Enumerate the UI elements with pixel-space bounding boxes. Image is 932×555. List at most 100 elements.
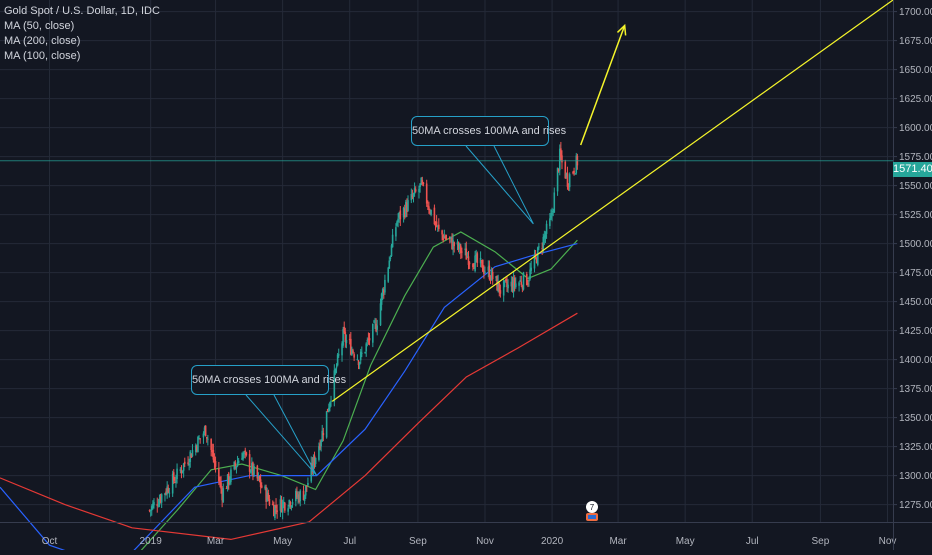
candle (502, 277, 505, 302)
candle (342, 326, 344, 348)
candle (488, 260, 491, 281)
candle (387, 266, 390, 283)
candle (568, 172, 571, 192)
candle-body (199, 438, 201, 440)
candle-body (458, 243, 461, 249)
candle-body (352, 350, 354, 353)
candle (527, 279, 529, 288)
candle-body (149, 509, 152, 511)
candle-body (344, 331, 347, 343)
candle (267, 489, 270, 502)
candle-body (295, 490, 297, 502)
candle (489, 275, 492, 284)
candle (359, 348, 362, 364)
candle (434, 221, 437, 231)
candle (391, 228, 394, 248)
candle-body (510, 281, 513, 287)
candle-body (484, 271, 486, 273)
candle (150, 504, 153, 516)
candle-body (330, 400, 332, 402)
candle-body (513, 277, 516, 286)
candle (395, 223, 397, 241)
candle (303, 494, 306, 505)
candle-body (487, 266, 490, 271)
candle (284, 502, 286, 513)
candle-body (387, 267, 390, 282)
candle (242, 451, 244, 462)
candle (304, 485, 307, 499)
candle-body (468, 262, 471, 264)
candle (557, 168, 560, 173)
candle (330, 395, 332, 407)
candle (253, 463, 255, 478)
candle (418, 185, 420, 199)
symbol-title[interactable]: Gold Spot / U.S. Dollar, 1D, IDC (4, 5, 160, 17)
candle-body (373, 321, 375, 323)
annotation-callout[interactable]: 50MA crosses 100MA and rises (191, 365, 346, 395)
candle (459, 243, 462, 260)
candle (227, 471, 230, 490)
candle-body (196, 446, 198, 451)
candle (237, 457, 240, 464)
candle-body (448, 236, 451, 239)
candle (364, 351, 366, 354)
candle-body (368, 338, 371, 341)
candle (180, 465, 183, 479)
candle (390, 243, 393, 258)
candle-body (379, 303, 382, 326)
candle-body (365, 343, 368, 352)
candle-body (443, 236, 446, 239)
candle-body (536, 247, 539, 265)
x-tick-label: May (676, 536, 695, 547)
legend-ma100[interactable]: MA (100, close) (4, 50, 81, 62)
news-badge[interactable]: 7 (584, 500, 600, 522)
candle (225, 485, 228, 490)
candle-body (205, 436, 208, 439)
candle (445, 234, 448, 241)
candle-body (520, 281, 523, 285)
candle-body (384, 279, 386, 293)
candle (252, 461, 254, 481)
y-tick-label: 1700.00 (899, 7, 932, 18)
y-tick-label: 1675.00 (899, 36, 932, 47)
candle (306, 485, 308, 492)
candle-body (380, 293, 383, 305)
x-tick-label: Oct (42, 536, 58, 547)
annotation-callout[interactable]: 50MA crosses 100MA and rises (411, 116, 566, 146)
candle (251, 457, 253, 476)
candle-body (264, 486, 266, 489)
candle-body (433, 207, 436, 225)
legend-ma50[interactable]: MA (50, close) (4, 20, 75, 32)
candle (187, 456, 189, 466)
candle-body (535, 257, 538, 264)
candle-body (359, 351, 362, 361)
candle-body (256, 465, 259, 479)
candle (398, 211, 401, 223)
candle (280, 495, 283, 513)
candle (495, 275, 497, 281)
legend-ma200[interactable]: MA (200, close) (4, 35, 81, 47)
candle-body (334, 369, 337, 373)
candle (474, 250, 476, 273)
candle (499, 284, 502, 298)
candle (519, 275, 521, 282)
candle-body (395, 227, 397, 237)
candle (276, 504, 278, 519)
candle-body (522, 272, 525, 290)
candle (514, 277, 517, 289)
candle (473, 263, 475, 270)
candle (411, 189, 414, 200)
candle (219, 476, 221, 488)
candle (222, 483, 225, 504)
candle-body (220, 482, 222, 489)
candle (413, 182, 416, 197)
candle (457, 241, 460, 253)
candle (530, 260, 532, 275)
last-price-tag: 1571.40 (893, 162, 932, 177)
candle (498, 282, 501, 297)
candle-body (336, 354, 339, 366)
candle (172, 469, 175, 484)
candle (553, 187, 556, 213)
y-tick-label: 1500.00 (899, 239, 932, 250)
